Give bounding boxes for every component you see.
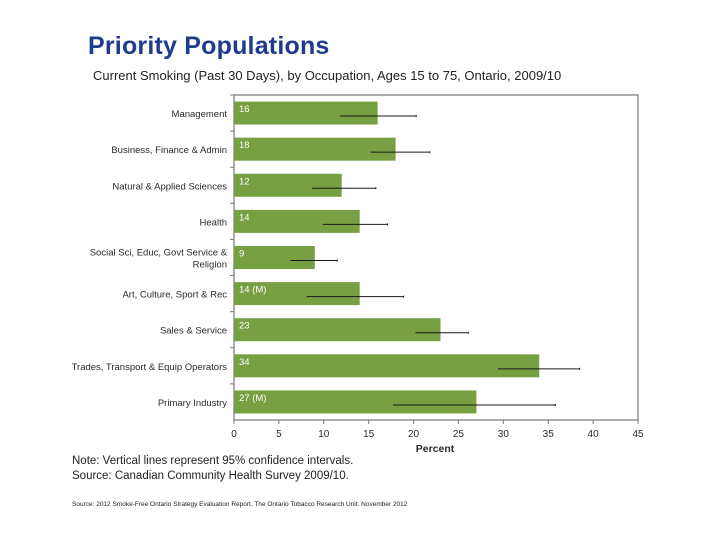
- bar-value-label: 18: [239, 140, 250, 151]
- bar: [234, 246, 315, 269]
- chart-subtitle: Current Smoking (Past 30 Days), by Occup…: [93, 68, 562, 83]
- bar: [234, 209, 360, 233]
- bar: [234, 173, 342, 197]
- bar: [234, 101, 378, 125]
- bar-value-label: 16: [239, 104, 250, 115]
- category-label: Social Sci, Educ, Govt Service & Religion: [90, 248, 228, 271]
- category-label: Health: [200, 217, 227, 228]
- x-tick-label: 35: [543, 429, 555, 440]
- category-label-line: Natural & Applied Sciences: [112, 181, 227, 192]
- page-title: Priority Populations: [88, 32, 330, 60]
- chart-note: Note: Vertical lines represent 95% confi…: [72, 454, 353, 484]
- bar: [234, 354, 540, 378]
- report-source: Source: 2012 Smoke-Free Ontario Strategy…: [72, 501, 408, 508]
- category-label-line: Religion: [193, 260, 227, 271]
- x-tick-label: 45: [632, 429, 644, 440]
- bar-value-label: 14: [239, 212, 250, 223]
- bar: [234, 282, 360, 306]
- x-tick-label: 30: [498, 429, 510, 440]
- category-label: Sales & Service: [160, 326, 227, 337]
- x-tick-label: 0: [231, 429, 237, 440]
- x-tick-label: 20: [408, 429, 420, 440]
- x-axis-title: Percent: [416, 443, 455, 455]
- x-tick-label: 10: [318, 429, 330, 440]
- note-data-source: Source: Canadian Community Health Survey…: [72, 470, 349, 482]
- category-label-line: Trades, Transport & Equip Operators: [72, 362, 228, 373]
- category-label-line: Art, Culture, Sport & Rec: [122, 290, 227, 301]
- bar-value-label: 9: [239, 249, 244, 260]
- category-label-line: Social Sci, Educ, Govt Service &: [90, 248, 228, 259]
- x-tick-label: 5: [276, 429, 282, 440]
- bar-value-label: 12: [239, 176, 250, 187]
- note-confidence-intervals: Note: Vertical lines represent 95% confi…: [72, 455, 354, 467]
- bar: [234, 390, 477, 414]
- bar-value-label: 34: [239, 357, 250, 368]
- bar-value-label: 14 (M): [239, 285, 266, 296]
- category-label-line: Business, Finance & Admin: [111, 145, 227, 156]
- category-label: Art, Culture, Sport & Rec: [122, 290, 227, 301]
- x-tick-label: 25: [453, 429, 465, 440]
- category-label-line: Health: [200, 217, 227, 228]
- bar-value-label: 27 (M): [239, 393, 266, 404]
- category-label: Primary Industry: [158, 398, 227, 409]
- category-label: Natural & Applied Sciences: [112, 181, 227, 192]
- x-tick-label: 40: [588, 429, 600, 440]
- category-label-line: Primary Industry: [158, 398, 227, 409]
- category-label: Trades, Transport & Equip Operators: [72, 362, 228, 373]
- category-label-line: Management: [172, 109, 228, 120]
- category-label: Management: [172, 109, 228, 120]
- category-label: Business, Finance & Admin: [111, 145, 227, 156]
- x-tick-label: 15: [363, 429, 375, 440]
- bar: [234, 137, 396, 161]
- bar: [234, 318, 441, 342]
- category-label-line: Sales & Service: [160, 326, 227, 337]
- bar-value-label: 23: [239, 321, 250, 332]
